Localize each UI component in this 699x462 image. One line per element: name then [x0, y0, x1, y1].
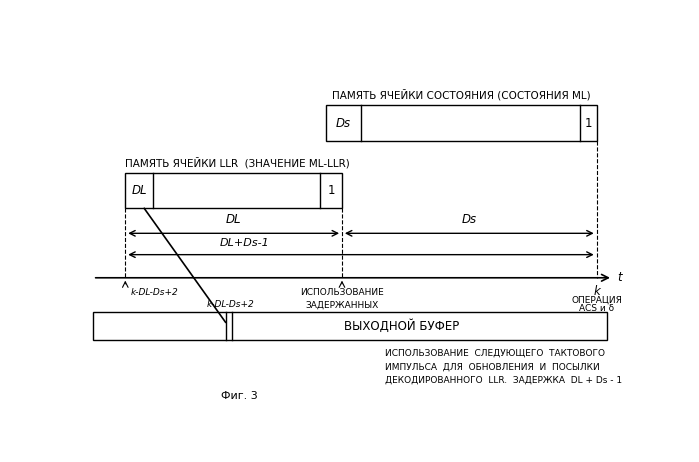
Text: k-DL-Ds+2: k-DL-Ds+2	[207, 300, 255, 309]
Text: DL: DL	[226, 213, 241, 226]
Text: Ds: Ds	[336, 116, 351, 129]
Text: k-DL-Ds+2: k-DL-Ds+2	[131, 288, 178, 298]
Text: Ds: Ds	[462, 213, 477, 226]
Text: ACS и δ: ACS и δ	[324, 311, 359, 321]
Text: ПАМЯТЬ ЯЧЕЙКИ СОСТОЯНИЯ (СОСТОЯНИЯ ML): ПАМЯТЬ ЯЧЕЙКИ СОСТОЯНИЯ (СОСТОЯНИЯ ML)	[332, 90, 591, 101]
Text: ИМПУЛЬСА  ДЛЯ  ОБНОВЛЕНИЯ  И  ПОСЫЛКИ: ИМПУЛЬСА ДЛЯ ОБНОВЛЕНИЯ И ПОСЫЛКИ	[385, 363, 600, 371]
Text: ПАМЯТЬ ЯЧЕЙКИ LLR  (ЗНАЧЕНИЕ ML-LLR): ПАМЯТЬ ЯЧЕЙКИ LLR (ЗНАЧЕНИЕ ML-LLR)	[125, 157, 350, 169]
Text: k: k	[593, 285, 600, 298]
Bar	[125, 173, 342, 208]
Text: DL: DL	[131, 184, 147, 197]
Text: ИСПОЛЬЗОВАНИЕ  СЛЕДУЮЩЕГО  ТАКТОВОГО: ИСПОЛЬЗОВАНИЕ СЛЕДУЮЩЕГО ТАКТОВОГО	[385, 349, 605, 358]
Text: ИСПОЛЬЗОВАНИЕ: ИСПОЛЬЗОВАНИЕ	[300, 288, 384, 298]
Bar	[93, 311, 607, 340]
Text: 1: 1	[327, 184, 335, 197]
Text: ОПЕРАЦИЯ: ОПЕРАЦИЯ	[571, 296, 622, 304]
Text: t: t	[617, 271, 622, 284]
Bar	[326, 105, 597, 141]
Text: Фиг. 3: Фиг. 3	[221, 390, 257, 401]
Text: ЗАДЕРЖАННЫХ: ЗАДЕРЖАННЫХ	[305, 301, 379, 310]
Text: ВЫХОДНОЙ БУФЕР: ВЫХОДНОЙ БУФЕР	[344, 319, 459, 333]
Text: 1: 1	[585, 116, 592, 129]
Text: DL+Ds-1: DL+Ds-1	[219, 238, 269, 248]
Text: ACS и δ: ACS и δ	[579, 304, 614, 313]
Text: ДЕКОДИРОВАННОГО  LLR.  ЗАДЕРЖКА  DL + Ds - 1: ДЕКОДИРОВАННОГО LLR. ЗАДЕРЖКА DL + Ds - …	[385, 376, 622, 385]
